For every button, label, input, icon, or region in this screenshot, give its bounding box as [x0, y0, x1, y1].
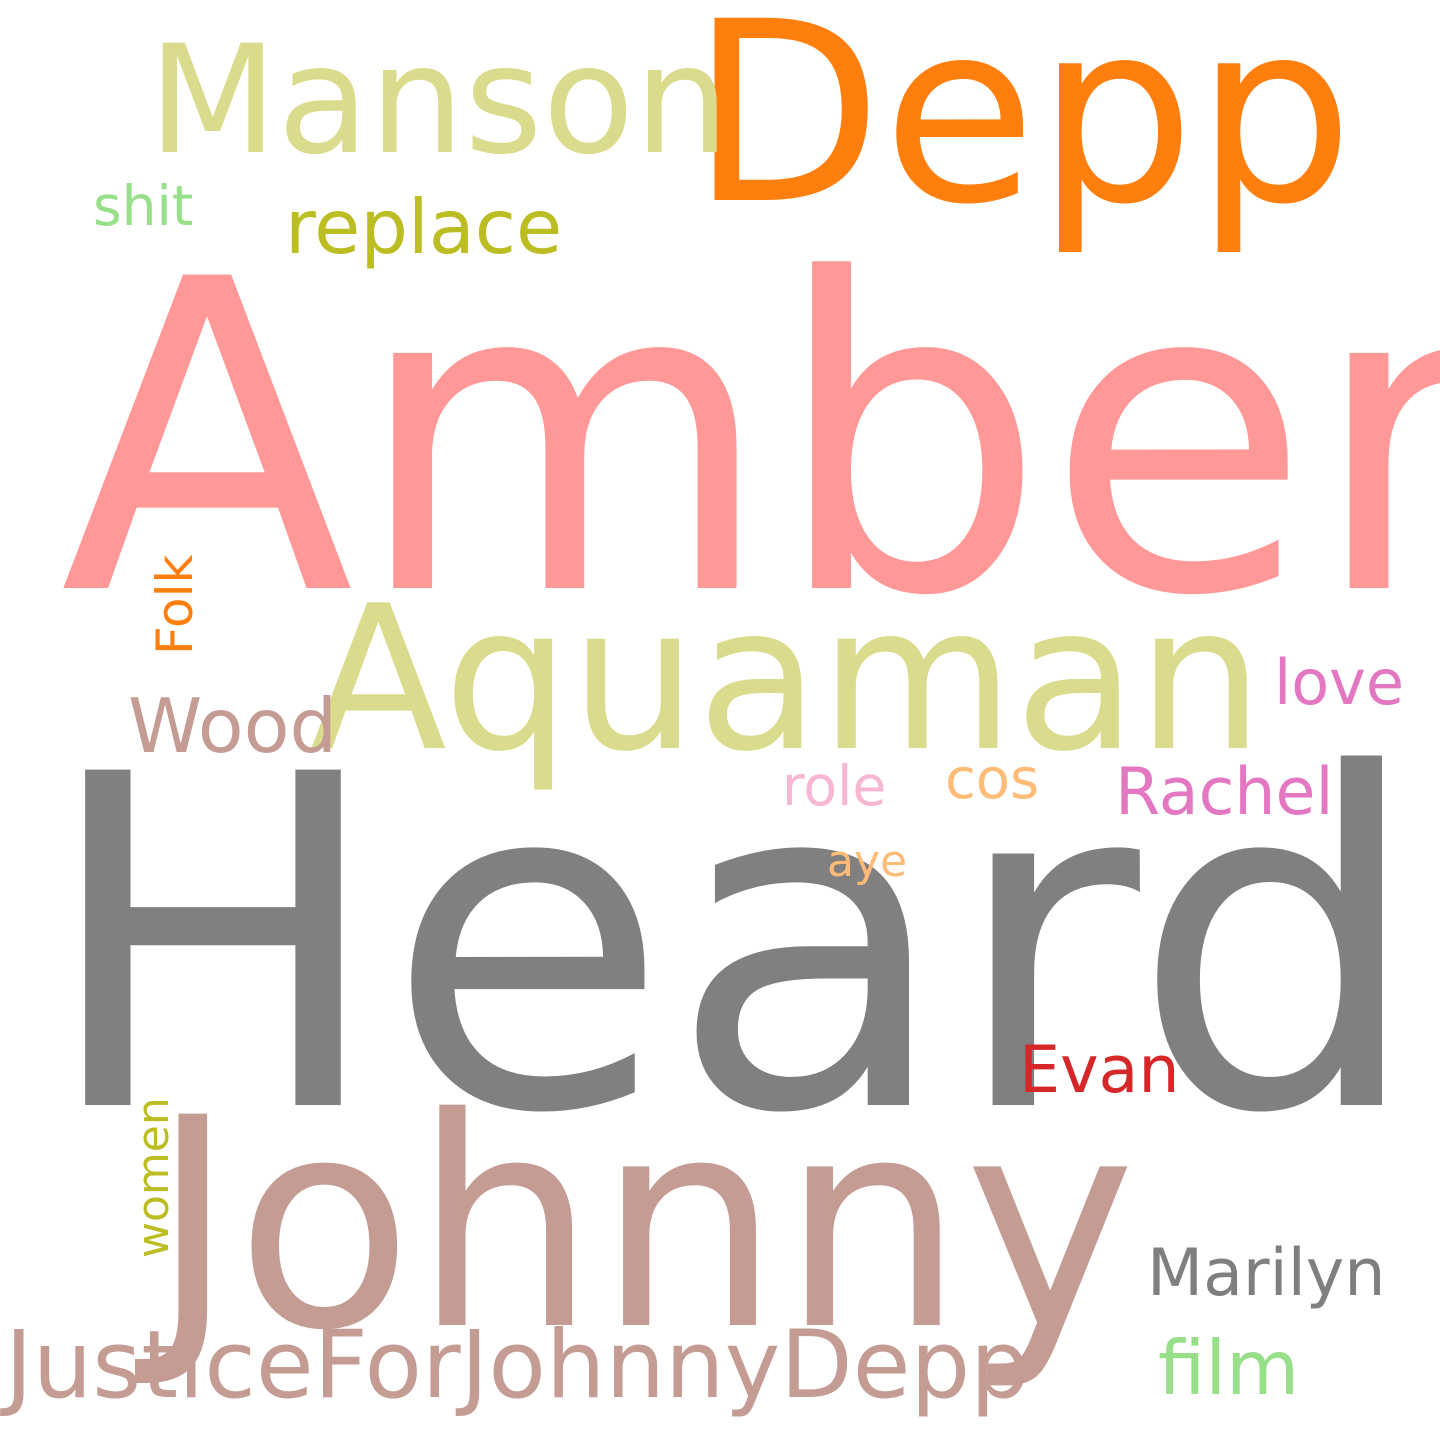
word-amber: Amber [60, 190, 1440, 690]
word-role: role [782, 754, 886, 818]
word-shit: shit [93, 174, 193, 238]
word-manson: Manson [148, 14, 729, 188]
word-evan: Evan [1019, 1033, 1180, 1108]
word-folk: Folk [146, 555, 204, 655]
word-film: film [1158, 1324, 1299, 1412]
word-rachel: Rachel [1115, 755, 1334, 830]
word-women: women [128, 1097, 179, 1258]
word-justicefor: JusticeForJohnnyDepp [0, 1311, 1030, 1420]
word-cos: cos [945, 747, 1039, 812]
word-wood: Wood [128, 682, 337, 770]
word-love: love [1274, 646, 1404, 719]
word-heard: Heard [40, 679, 1424, 1214]
word-johnny: Johnny [132, 1057, 1136, 1394]
word-aquaman: Aquaman [310, 563, 1264, 796]
word-replace: replace [285, 183, 562, 271]
word-aye: aye [827, 836, 907, 887]
word-depp: Depp [690, 0, 1354, 259]
word-marilyn: Marilyn [1147, 1236, 1385, 1311]
